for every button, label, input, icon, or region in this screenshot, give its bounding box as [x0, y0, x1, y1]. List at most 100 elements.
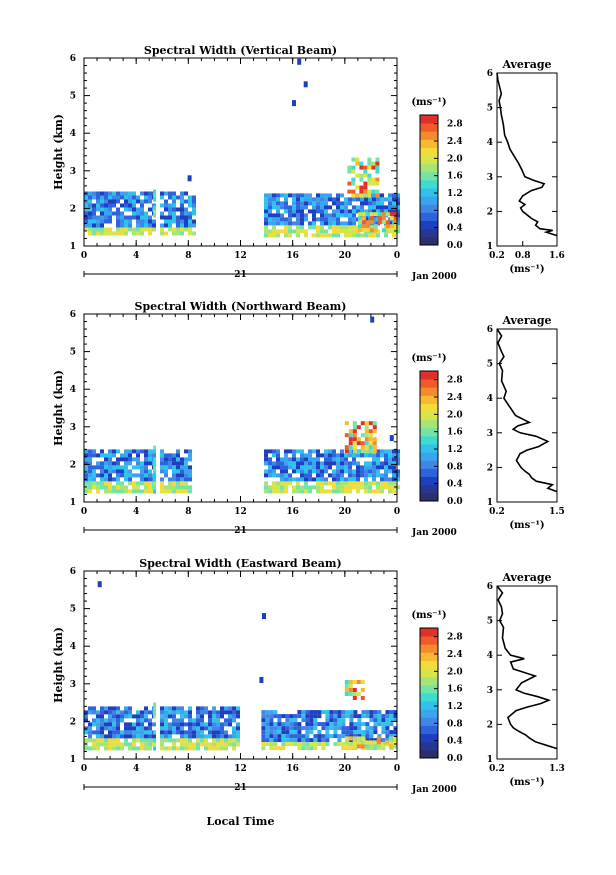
data-cell [153, 209, 157, 214]
data-cell [120, 223, 124, 228]
data-cell [264, 217, 268, 222]
y-tick-label: 3 [70, 680, 76, 690]
data-cell [368, 205, 372, 210]
data-cell [136, 195, 140, 200]
data-cell [128, 227, 132, 232]
data-cell [184, 742, 188, 747]
data-cell [160, 461, 164, 466]
data-cell [289, 734, 294, 739]
data-cell [380, 489, 384, 494]
data-cell [84, 710, 88, 715]
data-cell [92, 481, 96, 486]
data-cell [352, 441, 357, 446]
data-cell [120, 746, 124, 751]
data-cell [232, 730, 236, 735]
colorbar-tick-label: 2.0 [447, 667, 463, 677]
data-cell [104, 465, 108, 470]
data-cell [265, 714, 270, 719]
data-cell [284, 193, 288, 198]
data-cell [288, 217, 292, 222]
data-cell [212, 742, 216, 747]
data-cell [200, 718, 204, 723]
axis-ticks [83, 313, 398, 503]
data-cell [140, 734, 144, 739]
data-cell [344, 680, 349, 684]
data-cell [128, 489, 132, 494]
colorbar-tick-label: 1.2 [447, 445, 463, 455]
chart-title: Spectral Width (Vertical Beam) [144, 44, 337, 57]
data-cell [352, 696, 357, 700]
data-cell [104, 199, 108, 204]
data-cell [304, 457, 308, 462]
data-cell [285, 730, 290, 735]
data-cell [348, 229, 352, 234]
data-cell [316, 477, 320, 482]
data-cell [184, 722, 188, 727]
data-cell [120, 481, 124, 486]
data-cell [148, 485, 152, 490]
data-cell [325, 710, 330, 715]
data-cell [140, 726, 144, 731]
data-cell [108, 473, 112, 478]
data-cell [348, 736, 353, 741]
data-cell [84, 489, 88, 494]
data-cell [336, 485, 340, 490]
data-cell [168, 207, 172, 212]
data-cell [188, 223, 192, 228]
colorbar-swatch [420, 212, 438, 222]
data-cell [140, 710, 144, 715]
data-cell [340, 221, 344, 226]
data-cell [153, 461, 157, 466]
data-cell [96, 203, 100, 208]
data-cell [269, 730, 274, 735]
data-cell [351, 169, 356, 174]
data-cell [184, 207, 188, 212]
data-cell [312, 221, 316, 226]
data-cell [336, 209, 340, 214]
data-cell [116, 738, 120, 743]
data-cell [172, 191, 176, 196]
data-cell [164, 191, 168, 196]
data-cell [108, 726, 112, 731]
data-cell [132, 191, 136, 196]
data-cell [389, 224, 394, 229]
colorbar-swatch [420, 155, 438, 165]
data-cell [140, 449, 144, 454]
data-cell [212, 726, 216, 731]
data-cell [396, 461, 400, 466]
data-cell [345, 726, 350, 731]
data-cell [108, 207, 112, 212]
data-cell [100, 227, 104, 232]
data-cell [200, 706, 204, 711]
data-cell [96, 738, 100, 743]
data-cell [224, 742, 228, 747]
data-cell [148, 215, 152, 220]
data-cell [348, 437, 353, 442]
data-cell [84, 481, 88, 486]
data-cell [281, 726, 286, 731]
data-cell [388, 201, 392, 206]
data-cell [236, 742, 240, 747]
data-cell [176, 481, 180, 486]
data-cell [308, 193, 312, 198]
data-cell [336, 489, 340, 494]
colorbar-frame [419, 370, 439, 502]
data-cell [268, 469, 272, 474]
data-cell [316, 197, 320, 202]
data-cell [184, 738, 188, 743]
data-cell [353, 722, 358, 727]
data-cell [153, 702, 157, 707]
colorbar-tick-label: 2.8 [447, 376, 463, 386]
data-cell [337, 710, 342, 715]
data-cell [180, 485, 184, 490]
data-cell [96, 746, 100, 751]
data-cell [188, 449, 192, 454]
data-cell [196, 718, 200, 723]
data-cell [88, 469, 92, 474]
data-cell [108, 469, 112, 474]
data-cell [368, 233, 372, 238]
data-cell [180, 211, 184, 216]
data-cell [280, 469, 284, 474]
average-profile-line [496, 585, 558, 750]
data-cell [88, 738, 92, 743]
